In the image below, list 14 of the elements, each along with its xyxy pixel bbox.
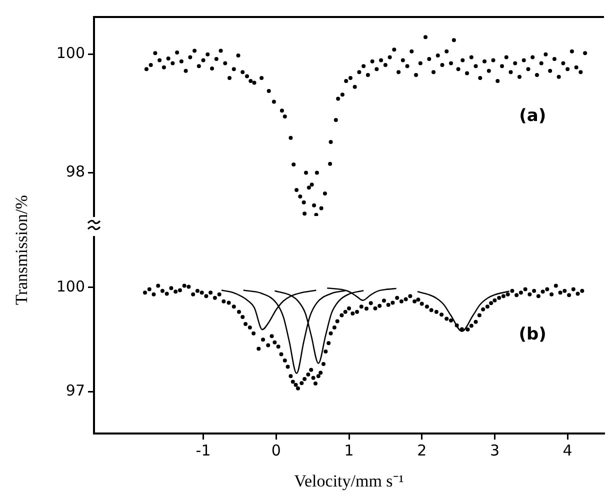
annotation: (b) — [518, 324, 546, 345]
x-tick-label: 1 — [344, 441, 354, 460]
y-tick-label: 98 — [66, 162, 85, 181]
x-axis-title: Velocity/mm s⁻¹ — [294, 471, 404, 490]
y-tick-label: 100 — [56, 277, 85, 296]
y-tick-label: 100 — [56, 44, 85, 62]
y-tick-label: 97 — [66, 382, 85, 400]
annotation: (a) — [519, 106, 546, 126]
x-tick-label: 3 — [490, 441, 500, 460]
x-tick-label: 2 — [417, 441, 427, 460]
x-tick-label: -1 — [196, 441, 211, 460]
y-axis-title: Transmission/% — [12, 195, 32, 305]
x-tick-label: 0 — [271, 441, 281, 460]
x-tick-label: 4 — [562, 441, 572, 460]
